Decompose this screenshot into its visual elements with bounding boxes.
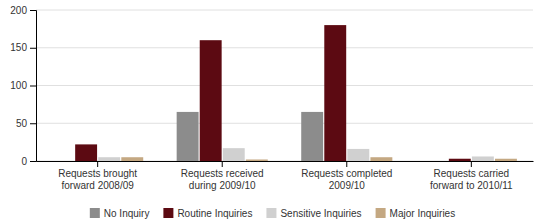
plot: 0 50 100 150 200 Requests broughtforward 2008… <box>10 5 533 191</box>
tick-mark <box>30 48 36 49</box>
tick-label: Requests completed2009/10 <box>301 168 392 191</box>
tick-label-line: Requests brought <box>58 168 137 179</box>
legend-item: No Inquiry <box>90 208 150 219</box>
legend-label: Sensitive Inquiries <box>280 208 361 219</box>
bars <box>75 25 517 161</box>
legend-label: Major Inquiries <box>390 208 456 219</box>
bar <box>246 159 268 161</box>
legend-item: Routine Inquiries <box>163 208 252 219</box>
tick: Requests receivedduring 2009/10 <box>181 161 264 191</box>
chart: 0 50 100 150 200 Requests broughtforward 2008… <box>0 0 545 223</box>
bar <box>52 161 74 162</box>
tick-label-line: Requests completed <box>301 168 392 179</box>
bar <box>472 156 494 161</box>
tick-label-line: forward 2008/09 <box>62 180 135 191</box>
legend-swatch <box>266 208 276 218</box>
grid <box>36 10 533 161</box>
tick-label-line: forward to 2010/11 <box>430 180 513 191</box>
bar <box>347 149 369 161</box>
tick-label: 150 <box>10 42 27 53</box>
bar <box>98 157 120 161</box>
y-axis: 0 50 100 150 200 <box>10 5 36 167</box>
tick-mark <box>30 86 36 87</box>
legend-item: Major Inquiries <box>376 208 456 219</box>
tick-label: Requests broughtforward 2008/09 <box>58 168 137 191</box>
grid-line <box>36 47 533 48</box>
bar <box>324 25 346 161</box>
tick: Requests completed2009/10 <box>301 161 392 191</box>
tick-label: 50 <box>16 118 28 129</box>
tick-label-line: 2009/10 <box>329 180 366 191</box>
grid-line <box>36 10 533 11</box>
legend-label: Routine Inquiries <box>177 208 252 219</box>
bar <box>177 112 199 161</box>
tick: 50 <box>16 118 36 129</box>
tick-mark <box>471 161 472 167</box>
tick: 100 <box>10 80 36 91</box>
grid-line <box>36 123 533 124</box>
legend-swatch <box>376 208 386 218</box>
tick-label: Requests carriedforward to 2010/11 <box>430 168 513 191</box>
x-axis: Requests broughtforward 2008/09Requests … <box>37 161 534 191</box>
tick-label-line: Requests received <box>181 168 264 179</box>
grid-line <box>36 85 533 86</box>
tick: 0 <box>21 156 36 167</box>
bar <box>200 40 222 161</box>
tick-label: 0 <box>21 156 27 167</box>
bar <box>301 112 323 161</box>
legend-swatch <box>163 208 173 218</box>
legend-swatch <box>90 208 100 218</box>
tick-mark <box>30 123 36 124</box>
tick-mark <box>30 161 36 162</box>
tick: 200 <box>10 5 36 16</box>
tick: Requests carriedforward to 2010/11 <box>430 161 513 191</box>
bar-group <box>75 144 143 161</box>
legend-label: No Inquiry <box>104 208 150 219</box>
bar-group <box>177 40 268 161</box>
tick-label: 100 <box>10 80 27 91</box>
bar <box>495 159 517 161</box>
bar <box>75 144 97 161</box>
axis-line <box>37 161 534 162</box>
tick-mark <box>97 161 98 167</box>
tick-mark <box>222 161 223 167</box>
bar <box>449 159 471 161</box>
bar <box>426 161 448 162</box>
bar <box>223 148 245 161</box>
tick-mark <box>30 10 36 11</box>
bar <box>370 157 392 161</box>
bar-group <box>449 156 517 161</box>
tick: 150 <box>10 42 36 53</box>
tick-mark <box>346 161 347 167</box>
bar-group <box>301 25 392 161</box>
legend: No Inquiry Routine Inquiries Sensitive Inq… <box>90 208 455 219</box>
tick-label-line: Requests carried <box>434 168 510 179</box>
axis-line <box>30 11 37 162</box>
tick-label: Requests receivedduring 2009/10 <box>181 168 264 191</box>
tick-label-line: during 2009/10 <box>189 180 256 191</box>
bar <box>121 157 143 161</box>
legend-item: Sensitive Inquiries <box>266 208 361 219</box>
tick-label: 200 <box>10 5 27 16</box>
tick: Requests broughtforward 2008/09 <box>58 161 137 191</box>
